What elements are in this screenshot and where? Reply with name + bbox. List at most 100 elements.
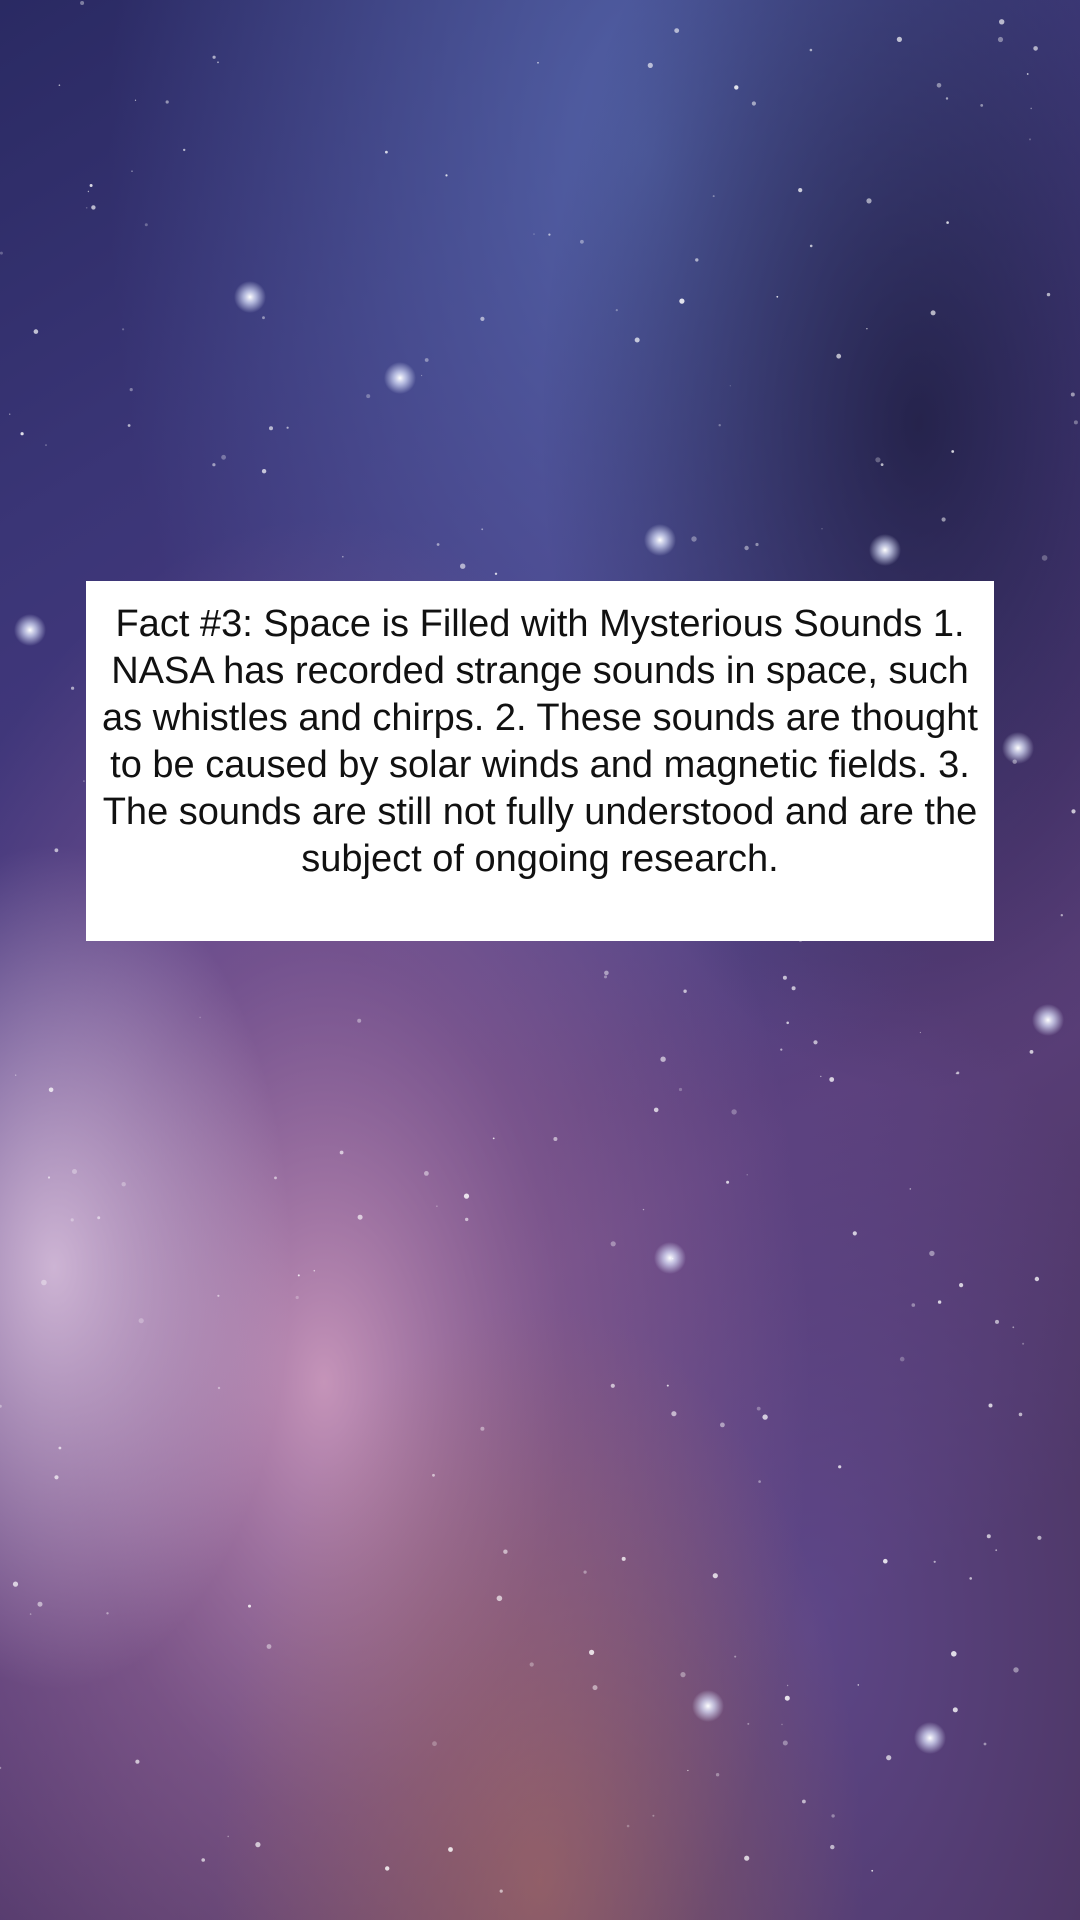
star [647,62,653,68]
star [295,1295,299,1300]
star [227,1835,229,1838]
star [809,48,813,52]
star [980,104,984,107]
star [866,198,872,204]
star [54,848,59,853]
star [634,337,640,343]
star [626,1824,630,1828]
bright-star [234,281,266,313]
star [988,1403,993,1408]
star [183,148,186,152]
star [221,454,227,460]
star [262,316,265,320]
star [212,463,216,467]
star [72,1169,77,1174]
star [533,233,535,235]
star [106,1612,109,1615]
star [604,970,609,976]
star [829,1077,835,1082]
bright-star [654,1242,686,1274]
star [496,1595,503,1602]
star [691,536,697,542]
star [937,1300,942,1304]
star [424,358,429,362]
star [678,1087,683,1092]
star [782,1740,788,1746]
star [122,328,125,331]
bright-star [869,534,901,566]
star [951,1651,957,1657]
star [712,195,715,198]
star [871,1869,874,1872]
star [687,1769,689,1772]
star [58,84,61,86]
star [217,1386,221,1390]
star [679,298,685,304]
star [695,258,699,262]
star [952,1707,958,1713]
star [385,150,388,154]
star [9,413,11,415]
star [734,1655,737,1658]
star [217,1294,220,1297]
star [1029,138,1031,141]
star [217,61,219,64]
star [83,780,85,782]
star [357,1018,362,1023]
star [995,1319,999,1324]
star [784,1695,790,1701]
star [45,444,47,447]
bright-star [14,614,46,646]
star [945,97,949,100]
star [929,1250,935,1257]
star [1018,1412,1023,1417]
star [1033,46,1038,51]
bright-star [644,524,676,556]
star [448,1847,453,1852]
star [144,223,148,227]
star [955,1072,958,1075]
star [492,1137,495,1140]
star [729,385,731,387]
star [1029,1050,1034,1054]
star [248,1604,251,1608]
star [875,457,881,463]
star [1037,1535,1042,1540]
star [726,1180,730,1184]
fact-card: Fact #3: Space is Filled with Mysterious… [86,581,994,941]
star [798,188,803,193]
star [589,1649,595,1655]
star [134,99,137,101]
star [712,1573,718,1579]
star [756,1406,761,1411]
star [47,1176,51,1179]
star [734,85,739,90]
star [261,469,267,474]
star [671,1411,677,1417]
star [604,975,607,979]
star [121,1182,126,1187]
star [999,19,1005,25]
star [899,1356,905,1362]
star [297,1274,300,1277]
star [615,309,618,312]
star [747,1722,750,1725]
star [463,1193,470,1199]
star [201,1858,205,1862]
star [54,1475,59,1480]
bright-star [914,1722,946,1754]
star [1070,392,1075,397]
star [313,1269,316,1272]
star [857,1684,860,1686]
star [610,1241,616,1247]
star [782,975,787,980]
star [480,316,485,321]
star [436,1205,438,1207]
star [481,528,484,531]
star [809,244,813,248]
star [20,432,24,436]
star [41,1279,47,1286]
star [255,1842,261,1848]
bright-star [692,1690,724,1722]
star [959,1283,964,1288]
